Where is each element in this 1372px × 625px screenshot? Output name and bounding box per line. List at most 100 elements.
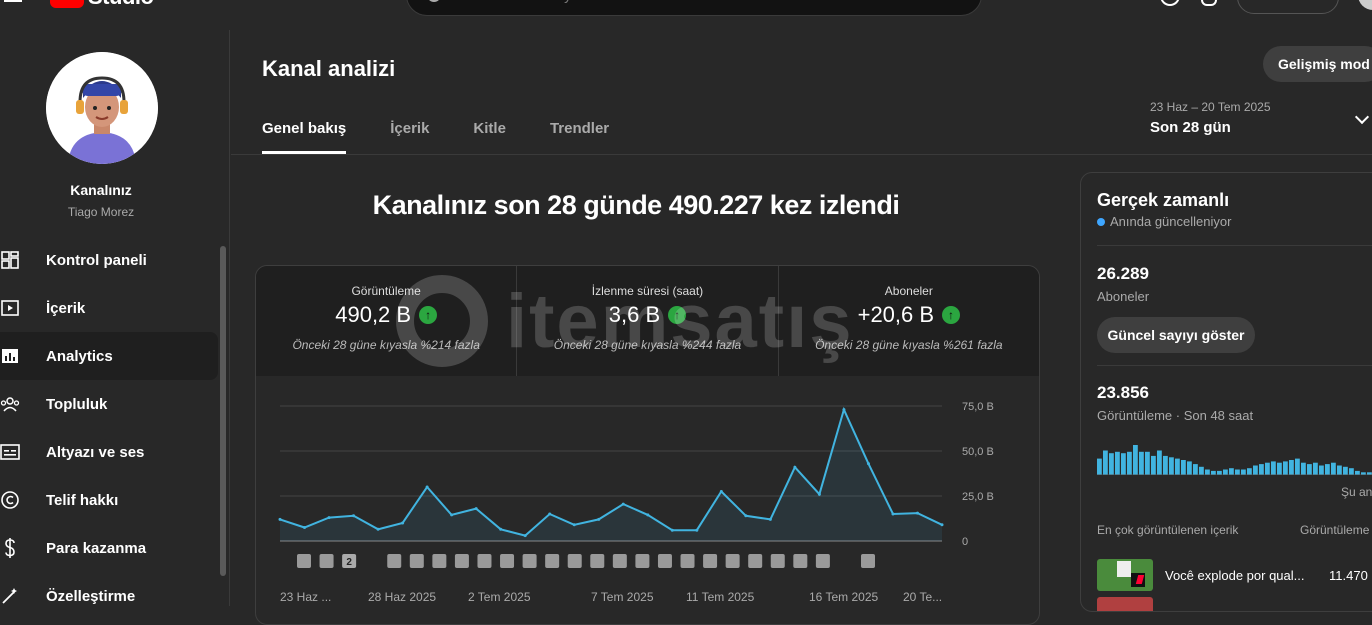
- realtime-bar[interactable]: [1271, 461, 1276, 475]
- data-point[interactable]: [768, 517, 772, 521]
- date-period-select[interactable]: Son 28 gün: [1150, 119, 1231, 136]
- data-point[interactable]: [401, 521, 405, 525]
- realtime-bar[interactable]: [1331, 462, 1336, 475]
- upload-marker[interactable]: [793, 554, 808, 568]
- realtime-bar[interactable]: [1229, 468, 1234, 475]
- realtime-bar[interactable]: [1205, 469, 1210, 476]
- data-point[interactable]: [695, 528, 699, 532]
- data-point[interactable]: [891, 512, 895, 516]
- account-avatar[interactable]: [1358, 0, 1372, 10]
- realtime-bar[interactable]: [1247, 468, 1252, 475]
- realtime-bar[interactable]: [1277, 462, 1282, 475]
- create-button[interactable]: [1237, 0, 1339, 14]
- chevron-down-icon[interactable]: [1354, 109, 1370, 125]
- realtime-bar[interactable]: [1235, 469, 1240, 476]
- search-bar[interactable]: [406, 0, 982, 16]
- realtime-bar[interactable]: [1121, 453, 1126, 475]
- upload-marker[interactable]: [770, 554, 785, 568]
- realtime-bar[interactable]: [1103, 450, 1108, 476]
- sidebar-item-analytics[interactable]: Analytics: [0, 332, 218, 380]
- realtime-bar[interactable]: [1145, 451, 1150, 475]
- realtime-bar[interactable]: [1139, 451, 1144, 475]
- realtime-bar[interactable]: [1265, 462, 1270, 475]
- realtime-bar[interactable]: [1163, 455, 1168, 475]
- realtime-bar[interactable]: [1313, 462, 1318, 475]
- realtime-bar[interactable]: [1097, 458, 1102, 475]
- upload-marker[interactable]: [297, 554, 311, 568]
- realtime-bar[interactable]: [1223, 469, 1228, 476]
- upload-marker[interactable]: [522, 554, 537, 568]
- data-point[interactable]: [327, 516, 331, 520]
- upload-marker[interactable]: [477, 554, 492, 568]
- data-point[interactable]: [817, 492, 821, 496]
- realtime-bar[interactable]: [1343, 466, 1348, 475]
- upload-marker[interactable]: [409, 554, 424, 568]
- upload-marker[interactable]: [590, 554, 605, 568]
- views-chart[interactable]: 75,0 B 50,0 B 25,0 B 0 2 23 Haz ... 28 Haz 202…: [256, 376, 1040, 625]
- data-point[interactable]: [548, 512, 552, 516]
- show-count-button[interactable]: Güncel sayıyı göster: [1097, 317, 1255, 353]
- upload-marker[interactable]: [635, 554, 650, 568]
- tab-content[interactable]: İçerik: [390, 120, 430, 137]
- tab-trends[interactable]: Trendler: [549, 120, 610, 137]
- metric-watch-time[interactable]: İzlenme süresi (saat) 3,6 B ↑ Önceki 28 g…: [517, 266, 779, 376]
- data-point[interactable]: [915, 511, 919, 515]
- realtime-bar[interactable]: [1367, 472, 1372, 475]
- data-point[interactable]: [719, 490, 723, 493]
- realtime-bar[interactable]: [1157, 450, 1162, 476]
- video-thumbnail[interactable]: [1097, 597, 1153, 611]
- data-point[interactable]: [744, 514, 748, 518]
- data-point[interactable]: [597, 517, 601, 521]
- realtime-bar[interactable]: [1151, 455, 1156, 475]
- realtime-bar[interactable]: [1301, 462, 1306, 475]
- realtime-bar[interactable]: [1253, 465, 1258, 476]
- realtime-bar[interactable]: [1109, 453, 1114, 475]
- sidebar-item-monetization[interactable]: Para kazanma: [0, 524, 218, 572]
- menu-icon[interactable]: [4, 0, 22, 8]
- sidebar-item-copyright[interactable]: Telif hakkı: [0, 476, 218, 524]
- data-point[interactable]: [572, 523, 576, 527]
- realtime-bar[interactable]: [1337, 465, 1342, 476]
- upload-marker[interactable]: [703, 554, 718, 568]
- upload-marker[interactable]: [725, 554, 740, 568]
- upload-marker[interactable]: [500, 554, 515, 568]
- realtime-bar[interactable]: [1307, 464, 1312, 475]
- tab-overview[interactable]: Genel bakış: [262, 120, 347, 154]
- upload-marker[interactable]: [387, 554, 402, 568]
- upload-marker[interactable]: [319, 554, 334, 568]
- realtime-bar[interactable]: [1187, 461, 1192, 475]
- video-title[interactable]: Você explode por qual...: [1165, 567, 1305, 583]
- data-point[interactable]: [278, 517, 282, 521]
- realtime-bar[interactable]: [1319, 465, 1324, 476]
- data-point[interactable]: [646, 513, 650, 517]
- tab-audience[interactable]: Kitle: [473, 120, 506, 137]
- list-item[interactable]: Você explode por qual... 11.470: [1097, 559, 1372, 591]
- realtime-bar[interactable]: [1283, 461, 1288, 475]
- data-point[interactable]: [303, 526, 307, 529]
- realtime-bar[interactable]: [1241, 469, 1246, 476]
- sidebar-scrollbar[interactable]: [220, 246, 226, 576]
- realtime-bar-chart[interactable]: [1097, 431, 1372, 475]
- realtime-bar[interactable]: [1349, 468, 1354, 475]
- upload-marker[interactable]: [657, 554, 672, 568]
- realtime-bar[interactable]: [1211, 470, 1216, 475]
- realtime-bar[interactable]: [1355, 470, 1360, 475]
- realtime-bar[interactable]: [1133, 445, 1138, 475]
- data-point[interactable]: [450, 513, 454, 517]
- data-point[interactable]: [670, 528, 674, 532]
- realtime-bar[interactable]: [1199, 466, 1204, 475]
- upload-marker[interactable]: [342, 554, 357, 568]
- sidebar-item-community[interactable]: Topluluk: [0, 380, 218, 428]
- upload-marker[interactable]: [432, 554, 447, 568]
- data-point[interactable]: [425, 485, 429, 489]
- realtime-bar[interactable]: [1361, 472, 1366, 475]
- sidebar-item-content[interactable]: İçerik: [0, 284, 218, 332]
- realtime-bar[interactable]: [1175, 458, 1180, 475]
- data-point[interactable]: [842, 408, 846, 412]
- help-icon[interactable]: [1160, 0, 1180, 6]
- upload-marker[interactable]: [680, 554, 695, 568]
- realtime-bar[interactable]: [1169, 457, 1174, 475]
- sidebar-item-dashboard[interactable]: Kontrol paneli: [0, 236, 218, 284]
- realtime-bar[interactable]: [1193, 464, 1198, 475]
- data-point[interactable]: [940, 523, 944, 527]
